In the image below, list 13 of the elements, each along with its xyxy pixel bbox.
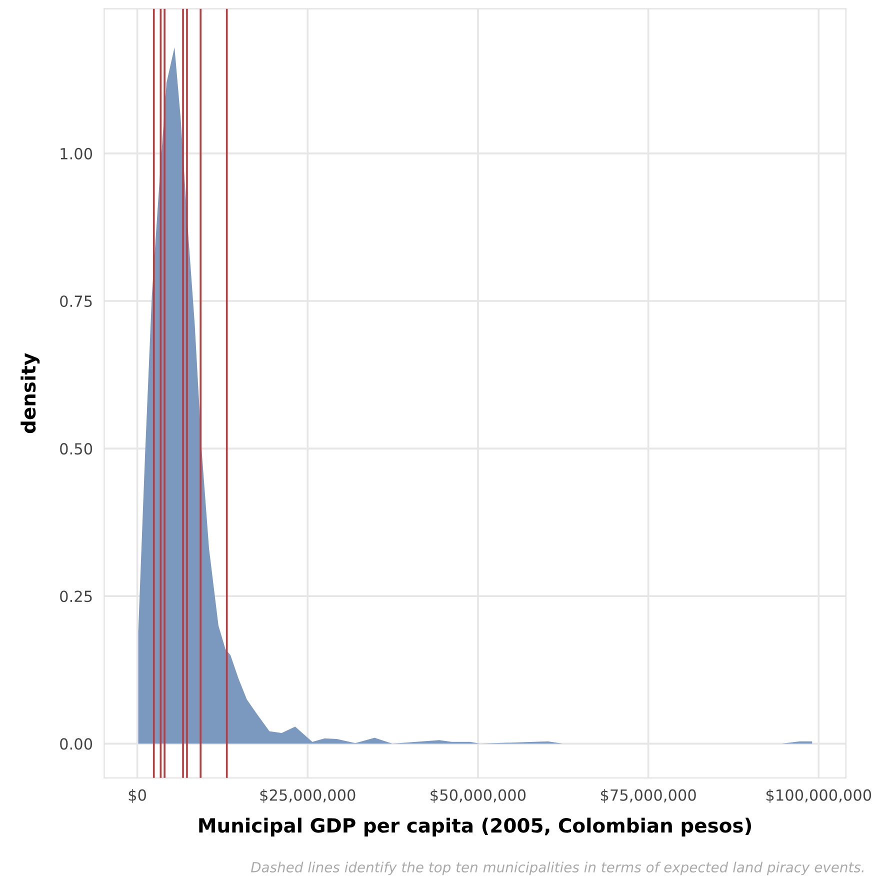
x-tick-label: $100,000,000 — [766, 789, 872, 803]
y-axis-title: density — [20, 353, 40, 434]
y-tick-label: 0.50 — [60, 443, 92, 455]
x-axis-title: Municipal GDP per capita (2005, Colombian pesos) — [199, 818, 752, 837]
y-tick-label: 0.00 — [60, 738, 92, 750]
y-tick-label: 1.00 — [60, 148, 92, 160]
y-tick-label: 0.75 — [60, 295, 92, 308]
x-tick-label: $0 — [128, 789, 146, 803]
x-tick-label: $50,000,000 — [430, 789, 526, 803]
y-tick-label: 0.25 — [60, 590, 92, 602]
text: Dashed lines identify the top ten municipalities in terms of expected land piracy events. — [250, 862, 864, 876]
x-tick-label: $75,000,000 — [600, 789, 696, 803]
x-tick-label: $25,000,000 — [260, 789, 356, 803]
